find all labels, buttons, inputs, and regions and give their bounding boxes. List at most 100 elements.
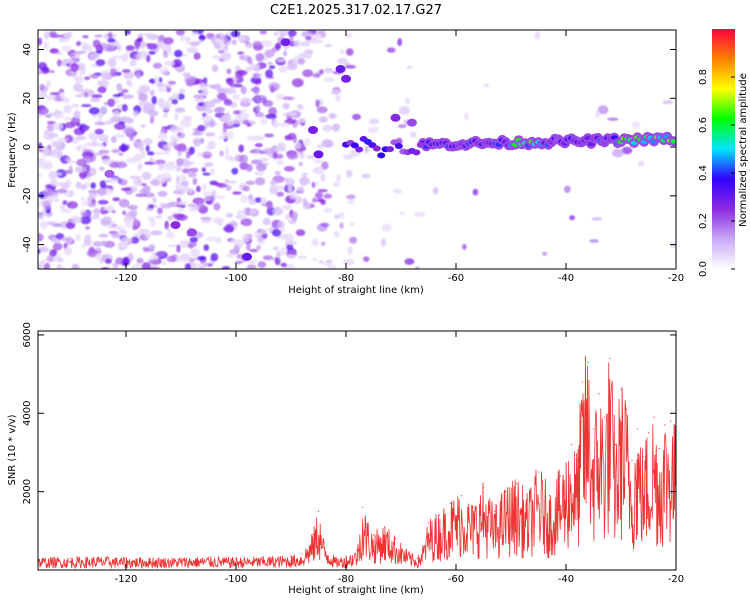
noise-blob — [297, 255, 307, 259]
noise-blob — [45, 221, 57, 226]
noise-blob — [342, 154, 354, 160]
noise-blob — [150, 220, 157, 227]
noise-blob — [187, 244, 194, 249]
noise-blob — [320, 173, 326, 182]
noise-blob — [169, 135, 182, 143]
noise-blob — [283, 166, 295, 172]
noise-blob — [140, 183, 147, 187]
noise-blob — [318, 116, 328, 123]
x-tick-label: -20 — [668, 574, 684, 585]
noise-blob — [269, 65, 276, 69]
noise-blob — [149, 179, 160, 186]
snr-point — [493, 510, 496, 512]
noise-blob — [94, 128, 104, 135]
snr-y-ticks: 2000 4000 6000 — [22, 322, 676, 504]
noise-blob — [278, 65, 288, 73]
snr-point — [356, 549, 358, 552]
noise-blob — [215, 195, 226, 200]
noise-blob — [180, 174, 187, 182]
noise-blob — [102, 158, 113, 165]
noise-blob — [49, 249, 57, 257]
noise-blob — [71, 104, 80, 108]
noise-blob — [246, 135, 258, 141]
snr-point — [394, 538, 397, 540]
signal-core — [355, 146, 364, 153]
noise-blob — [483, 83, 491, 88]
noise-blob — [361, 173, 371, 179]
noise-blob — [176, 244, 181, 253]
x-tick-label: -60 — [448, 574, 464, 585]
noise-blob — [302, 50, 313, 59]
noise-blob — [87, 202, 97, 208]
noise-blob — [203, 154, 211, 159]
noise-blob — [367, 126, 379, 134]
noise-blob — [90, 182, 96, 189]
noise-blob — [41, 145, 50, 153]
noise-blob — [204, 162, 214, 168]
snr-series-layer — [38, 355, 676, 570]
noise-blob — [386, 47, 396, 53]
noise-blob — [321, 161, 329, 170]
noise-blob — [38, 62, 48, 71]
noise-blob — [70, 62, 79, 72]
noise-blob — [245, 42, 254, 49]
noise-blob — [248, 63, 261, 70]
noise-blob — [133, 153, 143, 162]
snr-x-axis-title: Height of straight line (km) — [288, 585, 424, 596]
noise-blob — [82, 35, 89, 39]
noise-blob — [108, 230, 118, 235]
noise-blob — [464, 112, 469, 121]
noise-blob — [162, 112, 168, 119]
spectrogram-frame — [37, 29, 677, 270]
snr-point — [207, 556, 210, 559]
noise-blob — [318, 260, 324, 264]
noise-blob — [213, 107, 225, 114]
noise-blob — [138, 93, 148, 102]
noise-blob — [121, 116, 127, 121]
noise-blob — [212, 217, 224, 224]
noise-blob — [63, 116, 73, 121]
noise-blob — [182, 72, 191, 78]
snr-point — [361, 506, 364, 508]
noise-blob — [197, 124, 206, 132]
noise-blob — [142, 247, 151, 253]
noise-blob — [272, 228, 282, 237]
noise-blob — [202, 172, 211, 176]
noise-blob — [49, 70, 55, 74]
noise-blob — [123, 215, 134, 224]
noise-blob — [64, 191, 75, 197]
noise-blob — [116, 83, 123, 92]
snr-point — [664, 424, 666, 426]
noise-blob — [163, 150, 171, 156]
noise-blob — [172, 93, 180, 100]
snr-point — [570, 444, 573, 446]
snr-point — [301, 553, 303, 555]
noise-blob — [254, 230, 262, 239]
noise-blob — [179, 34, 186, 42]
noise-blob — [163, 37, 174, 45]
noise-blob — [336, 174, 342, 182]
noise-blob — [248, 194, 254, 201]
noise-blob — [77, 62, 86, 68]
noise-blob — [182, 168, 190, 174]
spectral-peak — [242, 252, 252, 261]
spectral-peak — [335, 65, 346, 74]
colorbar-bar — [712, 29, 735, 269]
noise-blob — [211, 55, 224, 60]
noise-blob — [169, 125, 181, 133]
noise-blob — [118, 145, 129, 152]
noise-blob — [165, 232, 176, 239]
noise-blob — [86, 175, 91, 180]
noise-blob — [56, 137, 68, 142]
noise-blob — [205, 200, 213, 205]
noise-blob — [109, 116, 121, 122]
noise-blob — [288, 184, 293, 193]
noise-blob — [289, 191, 298, 200]
noise-blob — [276, 58, 287, 63]
noise-blob — [211, 64, 219, 73]
noise-blob — [63, 104, 72, 114]
noise-blob — [76, 136, 87, 140]
noise-blob — [124, 223, 133, 229]
noise-blob — [200, 262, 209, 268]
noise-blob — [38, 69, 42, 75]
